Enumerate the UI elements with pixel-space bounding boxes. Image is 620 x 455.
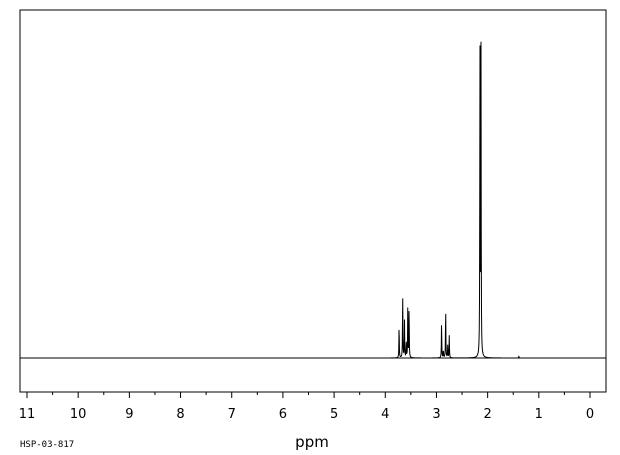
spectrum-trace (20, 41, 606, 359)
x-tick-label: 4 (381, 407, 389, 422)
x-tick-label: 9 (125, 407, 133, 422)
spectrum-code-label: HSP-03-817 (20, 440, 74, 450)
x-tick-label: 7 (228, 407, 236, 422)
x-tick-label: 11 (19, 407, 36, 422)
x-axis-title: ppm (295, 433, 329, 451)
x-tick-label: 8 (176, 407, 184, 422)
x-tick-label: 2 (483, 407, 491, 422)
x-axis-tick-labels: 11 10 9 8 7 6 5 4 3 2 1 0 (19, 407, 594, 422)
x-tick-label: 1 (535, 407, 543, 422)
plot-frame (19, 9, 607, 393)
x-tick-label: 5 (330, 407, 338, 422)
x-tick-label: 10 (70, 407, 87, 422)
x-tick-label: 3 (432, 407, 440, 422)
x-tick-label: 6 (279, 407, 287, 422)
x-axis-ticks (26, 392, 591, 398)
x-tick-label: 0 (586, 407, 594, 422)
